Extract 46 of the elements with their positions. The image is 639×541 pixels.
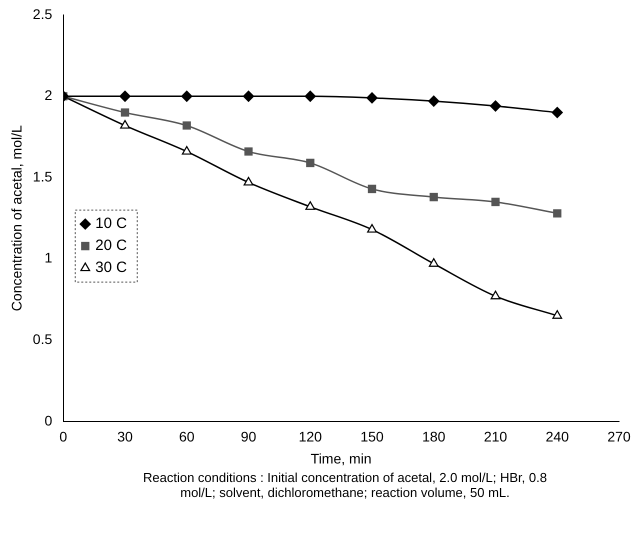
point [242,90,254,102]
point [244,176,254,186]
point [430,192,438,202]
point [553,209,562,218]
x-tick-label: 60 [178,428,195,445]
x-axis-title: Time, min [310,450,372,466]
point [552,106,563,118]
y-tick-label: 0 [44,412,52,428]
point [181,90,192,102]
point [120,108,130,117]
point [182,121,191,130]
legend-label: 30 C [95,259,128,276]
x-tick-label: 210 [484,428,508,445]
x-tick-label: 270 [607,428,631,445]
point [367,224,377,233]
point [120,120,130,129]
point [428,258,439,267]
point [490,100,502,112]
x-tick-label: 30 [117,428,134,445]
point [366,92,378,104]
point [244,147,253,156]
point [304,90,316,102]
legend-label: 10 C [95,215,128,232]
point [491,198,500,206]
point [428,96,440,107]
x-tick-label: 90 [240,428,257,445]
point [368,184,376,194]
text: Reaction conditions : Initial concentration of acetal, 2.0 mol/L; HBr, 0.8 mol/L; solvent, dichloromethane; reaction volume, 50 mL. [142,470,548,500]
x-tick-label: 120 [298,428,322,445]
x-tick-label: 0 [59,428,68,445]
y-tick-label: 1 [44,250,52,266]
point [182,146,192,155]
x-tick-label: 180 [422,428,446,445]
point [119,90,131,102]
y-tick-label: 2 [44,87,52,104]
point [552,310,562,319]
x-tick-label: 150 [360,428,384,445]
x-tick-label: 240 [546,428,570,445]
point [490,290,500,300]
point [305,201,316,210]
y-axis-title: Concentration of acetal, mol/L [8,124,24,312]
y-tick-label: 0.5 [32,330,52,347]
y-tick-label: 2.5 [32,6,52,22]
y-tick-label: 1.5 [32,168,52,184]
point [306,158,314,168]
legend-label: 20 C [95,237,128,254]
